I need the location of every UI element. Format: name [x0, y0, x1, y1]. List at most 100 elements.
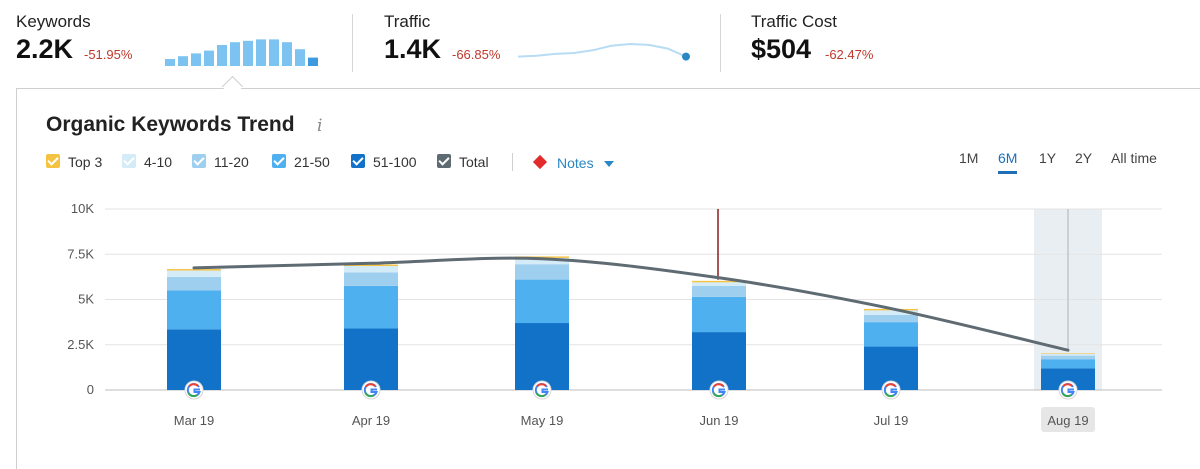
google-g-red [713, 383, 724, 388]
metric-traffic-cost-value: $504 [751, 34, 812, 64]
y-tick-label: 5K [78, 292, 94, 307]
chevron-down-icon [604, 161, 614, 167]
legend-label: Total [459, 154, 489, 170]
metric-divider [352, 14, 353, 72]
google-g-red [188, 383, 199, 388]
metric-keywords-value: 2.2K [16, 34, 74, 64]
bar-segment [1041, 368, 1095, 390]
legend-checkbox[interactable] [351, 154, 365, 168]
keywords-sparkline [165, 39, 318, 66]
info-icon[interactable]: i [317, 116, 323, 136]
y-tick-label: 0 [87, 382, 94, 397]
google-g-red [1062, 383, 1073, 388]
notes-label: Notes [557, 155, 594, 171]
google-g-green [884, 392, 895, 398]
google-g-green [364, 392, 375, 398]
bar-segment [692, 332, 746, 390]
sparkline-bar [165, 59, 175, 66]
y-tick-label: 2.5K [67, 337, 94, 352]
sparkline-bar [191, 53, 201, 66]
legend-checkbox[interactable] [122, 154, 136, 168]
sparkline-bar [243, 40, 253, 66]
range-tab-1y[interactable]: 1Y [1039, 150, 1057, 166]
google-g-icon [1058, 380, 1078, 400]
sparkline-end-dot [682, 52, 690, 61]
range-tab-1m[interactable]: 1M [959, 150, 979, 166]
range-tab-all-time[interactable]: All time [1111, 150, 1157, 166]
x-tick-label: Mar 19 [174, 413, 214, 428]
metric-keywords-label: Keywords [16, 12, 91, 31]
sparkline-bar [217, 45, 227, 66]
legend-checkbox[interactable] [272, 154, 286, 168]
metric-keywords[interactable]: Keywords 2.2K -51.95% [16, 0, 336, 84]
bar-segment [167, 276, 221, 291]
range-tab-2y[interactable]: 2Y [1075, 150, 1093, 166]
metric-traffic[interactable]: Traffic 1.4K -66.85% [384, 0, 704, 84]
bar-segment [515, 257, 569, 265]
metric-traffic-delta: -66.85% [452, 47, 501, 62]
x-tick-label: May 19 [521, 413, 564, 428]
bar-segment [515, 323, 569, 390]
bar-segment [515, 279, 569, 324]
bar-segment [692, 296, 746, 333]
traffic-sparkline [517, 42, 690, 61]
bar-segment [692, 280, 746, 283]
metric-traffic-value: 1.4K [384, 34, 442, 64]
sparkline-bar [308, 57, 318, 66]
x-tick-label: Aug 19 [1047, 413, 1088, 428]
google-g-icon [709, 380, 729, 400]
google-g-green [712, 392, 723, 398]
sparkline-bar [256, 39, 266, 66]
x-tick-highlight [1041, 407, 1095, 432]
legend-label: 21-50 [294, 154, 330, 170]
google-g-icon [361, 380, 381, 400]
bar-segment [864, 314, 918, 323]
bar-segment [167, 269, 221, 271]
bar-segment [167, 329, 221, 390]
bar-segment [515, 264, 569, 280]
bar-segment [1041, 353, 1095, 356]
legend-checkbox[interactable] [192, 154, 206, 168]
legend-label: 11-20 [214, 154, 249, 170]
legend-label: 51-100 [373, 154, 417, 170]
google-g-icon [532, 380, 552, 400]
range-tab-6m[interactable]: 6M [998, 150, 1018, 174]
bar-segment [344, 266, 398, 273]
range-tabs: 1M 6M 1Y 2Y All time [959, 150, 1169, 176]
sparkline-bar [204, 50, 214, 66]
y-tick-label: 7.5K [67, 246, 94, 261]
google-g-green [535, 392, 546, 398]
metrics-bar: Keywords 2.2K -51.95% Traffic 1.4K -66.8… [0, 0, 1200, 84]
bar-segment [1041, 355, 1095, 360]
bar-segment [167, 290, 221, 330]
metric-traffic-cost-delta: -62.47% [825, 47, 874, 62]
google-g-icon [184, 380, 204, 400]
sparkline-bar [230, 42, 240, 66]
x-tick-label: Jul 19 [874, 413, 909, 428]
metric-traffic-cost[interactable]: Traffic Cost $504 -62.47% [751, 0, 1071, 84]
sparkline-bar [178, 56, 188, 66]
legend-label: Top 3 [68, 154, 103, 170]
bar-segment [864, 310, 918, 315]
metric-divider [720, 14, 721, 72]
x-tick-label: Apr 19 [352, 413, 390, 428]
bar-segment [344, 272, 398, 286]
bar-segment [692, 282, 746, 286]
sparkline-bar [295, 49, 305, 66]
bar-segment [344, 285, 398, 329]
google-g-red [885, 383, 896, 388]
bar-segment [1041, 353, 1095, 354]
metric-traffic-cost-label: Traffic Cost [751, 12, 837, 31]
bar-segment [167, 270, 221, 277]
legend-label: 4-10 [144, 154, 173, 170]
bar-segment [344, 264, 398, 267]
metric-traffic-label: Traffic [384, 12, 431, 31]
legend-checkbox[interactable] [46, 154, 60, 168]
total-line [192, 256, 1070, 352]
legend-checkbox[interactable] [437, 154, 451, 168]
bar-segment [692, 285, 746, 297]
bar-segment [344, 328, 398, 390]
bar-segment [864, 322, 918, 347]
card-title: Organic Keywords Trend [46, 113, 295, 136]
google-g-red [536, 383, 547, 388]
